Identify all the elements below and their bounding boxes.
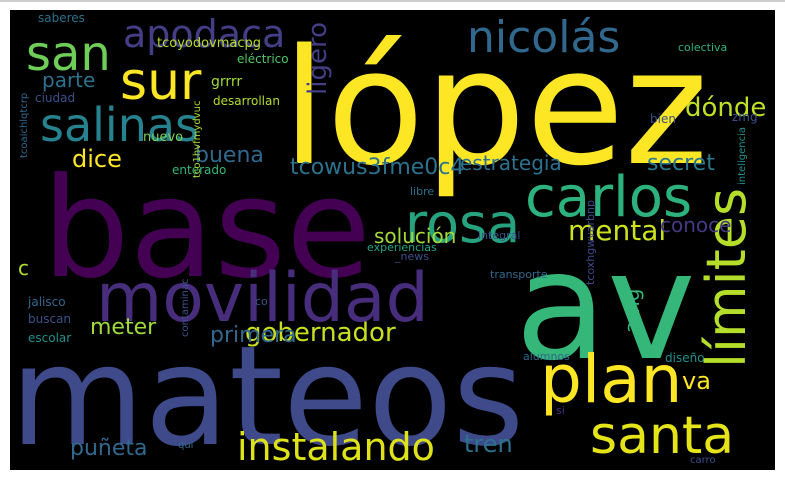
- word-tcowus3fme0c4: tcowus3fme0c4: [290, 155, 465, 180]
- word-estrategia: estrategia: [460, 151, 562, 175]
- word-contaminac: contaminac: [180, 278, 191, 338]
- word-integral: integral: [478, 229, 521, 242]
- word-salinas: salinas: [40, 98, 200, 152]
- word-colectiva: colectiva: [678, 41, 728, 54]
- word-escolar: escolar: [28, 331, 72, 345]
- word-carlos: carlos: [525, 165, 693, 230]
- word-tcoxhgwvarbnp: tcoxhgwvarbnp: [584, 200, 597, 285]
- word-dice: dice: [72, 145, 122, 173]
- word-jalisco: jalisco: [28, 295, 66, 309]
- word-rosa: rosa: [405, 192, 521, 255]
- word-el-ctrico: eléctrico: [237, 52, 289, 66]
- word-soluci-n: solución: [374, 224, 457, 248]
- word-ligero: ligero: [303, 22, 333, 95]
- word-mateos: mateos: [10, 316, 525, 470]
- word-news: _news: [395, 250, 429, 263]
- word-santa: santa: [590, 406, 735, 466]
- word-enterado: enterado: [172, 163, 227, 177]
- word-secret: secret: [647, 151, 715, 176]
- word-tcoaichlqtcrp: tcoaichlqtcrp: [19, 92, 30, 158]
- word-libre: libre: [410, 185, 435, 198]
- word-alumnos: alumnos: [523, 350, 570, 363]
- word-apodaca: apodaca: [123, 12, 286, 56]
- word-plan: plan: [540, 341, 683, 418]
- word-pu-eta: puñeta: [70, 436, 148, 461]
- top-border-line: [0, 0, 785, 2]
- word-primera: primera: [210, 323, 297, 348]
- word-inteligencia: inteligencia: [737, 127, 748, 185]
- word-amg: amg: [620, 288, 644, 333]
- word-saberes: saberes: [38, 11, 85, 25]
- word-buena: buena: [195, 143, 264, 168]
- word-instalando: instalando: [237, 425, 435, 469]
- word-cloud: lópez base av mateos movilidad nicolás san sur a…: [10, 10, 775, 470]
- word-l-pez: lópez: [282, 14, 709, 201]
- word-zmg: zmg: [732, 110, 758, 124]
- word-nuevo: nuevo: [143, 130, 184, 145]
- word-conoce: conoce: [660, 213, 732, 237]
- word-dise-o: diseño: [665, 351, 705, 365]
- word-va: va: [682, 367, 711, 395]
- word-mental: mental: [568, 214, 667, 247]
- word-sur: sur: [120, 52, 202, 112]
- word-qui: qui: [178, 440, 194, 451]
- word-grrrr: grrrr: [211, 74, 243, 90]
- word-san: san: [26, 26, 111, 82]
- word-parte: parte: [42, 68, 96, 92]
- word-av: av: [515, 220, 696, 394]
- word-c: c: [18, 256, 29, 280]
- word-carro: carro: [690, 455, 716, 466]
- word-co: co: [255, 295, 268, 308]
- word-base: base: [42, 148, 371, 309]
- word-tco1hvfmydvuc: tco1hvfmydvuc: [192, 100, 203, 178]
- word-desarrollan: desarrollan: [213, 94, 280, 108]
- word-nicol-s: nicolás: [467, 12, 621, 63]
- word-transporte: transporte: [490, 268, 548, 281]
- word-d-nde: dónde: [685, 93, 767, 123]
- word-movilidad: movilidad: [96, 259, 429, 338]
- word-tcoyodovmacpg: tcoyodovmacpg: [157, 36, 262, 51]
- word-meter: meter: [90, 315, 157, 340]
- word-tren: tren: [464, 430, 513, 458]
- word-experiencias: experiencias: [367, 241, 437, 254]
- word-ciudad: ciudad: [35, 91, 76, 105]
- word-gobernador: gobernador: [245, 318, 396, 348]
- word-bien: bien: [650, 112, 676, 126]
- word-si: si: [556, 404, 565, 417]
- word-buscan: buscan: [28, 312, 72, 326]
